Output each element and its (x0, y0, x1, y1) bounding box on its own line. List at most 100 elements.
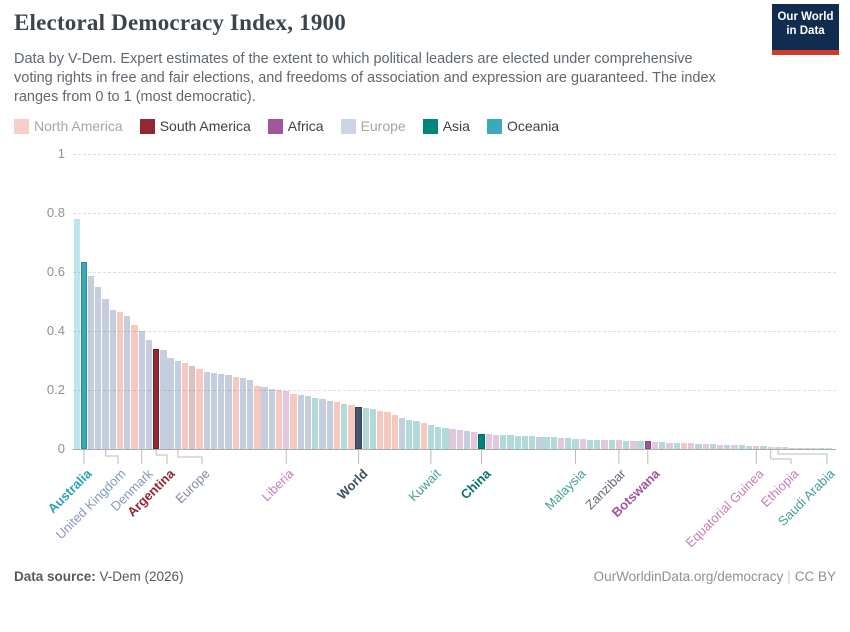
bar-argentina[interactable] (153, 348, 160, 449)
bar[interactable] (145, 339, 153, 449)
bar[interactable] (391, 415, 398, 449)
bar-equatorial-guinea[interactable] (753, 446, 760, 449)
bar[interactable] (406, 419, 413, 449)
bar[interactable] (333, 402, 341, 449)
bar[interactable] (225, 375, 232, 449)
bar[interactable] (319, 399, 326, 449)
bar[interactable] (782, 447, 789, 449)
bar[interactable] (95, 286, 102, 449)
bar[interactable] (716, 444, 724, 449)
bar-ethiopia[interactable] (767, 446, 774, 449)
bar[interactable] (789, 447, 796, 449)
bar-denmark[interactable] (138, 331, 145, 449)
bar[interactable] (362, 407, 369, 449)
bar[interactable] (247, 379, 254, 449)
bar[interactable] (87, 276, 95, 449)
bar[interactable] (131, 325, 138, 449)
bar[interactable] (608, 440, 615, 449)
bar[interactable] (745, 445, 753, 449)
bar[interactable] (326, 401, 333, 449)
bar-australia[interactable] (80, 262, 88, 449)
bar[interactable] (760, 446, 767, 449)
bar[interactable] (456, 429, 463, 449)
bar-world[interactable] (355, 406, 362, 449)
x-axis-label-malaysia[interactable]: Malaysia (541, 466, 589, 513)
bar-malaysia[interactable] (572, 438, 579, 449)
bar[interactable] (500, 435, 507, 449)
bar[interactable] (275, 390, 283, 449)
bar[interactable] (565, 438, 572, 449)
bar[interactable] (189, 366, 196, 449)
x-axis-label-saudi-arabia[interactable]: Saudi Arabia (774, 466, 838, 529)
x-axis-label-botswana[interactable]: Botswana (608, 466, 663, 521)
bar-saudi-arabia[interactable] (774, 446, 782, 449)
bar[interactable] (637, 441, 644, 449)
bar-united-kingdom[interactable] (102, 298, 109, 449)
bar[interactable] (239, 378, 247, 449)
bar[interactable] (196, 369, 203, 449)
bar[interactable] (181, 363, 189, 449)
bar[interactable] (167, 357, 174, 449)
bar[interactable] (557, 437, 565, 449)
bar[interactable] (203, 371, 210, 449)
bar[interactable] (731, 445, 738, 449)
bar[interactable] (377, 410, 384, 449)
bar[interactable] (651, 441, 659, 449)
bar[interactable] (659, 442, 666, 449)
legend-item-asia[interactable]: Asia (422, 118, 470, 134)
bar[interactable] (536, 436, 543, 449)
bar[interactable] (369, 408, 377, 449)
x-axis-label-ethiopia[interactable]: Ethiopia (757, 466, 802, 510)
bar[interactable] (304, 396, 312, 449)
bar[interactable] (485, 434, 492, 449)
legend-item-north-america[interactable]: North America (14, 118, 123, 134)
bar[interactable] (680, 443, 688, 449)
bar[interactable] (420, 423, 427, 449)
bar[interactable] (724, 444, 731, 449)
bar[interactable] (586, 439, 594, 449)
bar[interactable] (73, 218, 80, 449)
bar[interactable] (442, 428, 449, 449)
bar[interactable] (738, 445, 745, 449)
bar[interactable] (796, 447, 803, 449)
bar[interactable] (254, 385, 261, 449)
bar[interactable] (341, 403, 348, 449)
bar[interactable] (594, 439, 601, 449)
bar[interactable] (709, 444, 717, 449)
bar[interactable] (124, 316, 131, 449)
bar[interactable] (543, 437, 550, 449)
bar[interactable] (160, 350, 167, 449)
bar[interactable] (261, 387, 268, 449)
x-axis-label-zanzibar[interactable]: Zanzibar (582, 466, 629, 513)
bar[interactable] (601, 440, 608, 449)
bar[interactable] (435, 426, 442, 449)
bar[interactable] (688, 443, 695, 449)
legend-item-oceania[interactable]: Oceania (486, 118, 559, 134)
bar-kuwait[interactable] (427, 425, 435, 449)
bar[interactable] (528, 436, 536, 449)
bar[interactable] (116, 311, 124, 449)
owid-logo[interactable]: Our World in Data (772, 4, 839, 55)
bar[interactable] (521, 436, 529, 449)
legend-item-europe[interactable]: Europe (340, 118, 406, 134)
bar[interactable] (825, 448, 832, 449)
bar[interactable] (622, 440, 630, 449)
bar[interactable] (507, 435, 514, 449)
legend-item-africa[interactable]: Africa (267, 118, 324, 134)
bar[interactable] (810, 448, 818, 449)
bar[interactable] (348, 404, 355, 449)
bar[interactable] (210, 372, 218, 449)
bar[interactable] (218, 374, 225, 449)
bar[interactable] (492, 434, 500, 449)
legend-item-south-america[interactable]: South America (139, 118, 251, 134)
bar[interactable] (673, 442, 680, 449)
bar-china[interactable] (478, 433, 485, 449)
bar[interactable] (290, 393, 297, 449)
bar[interactable] (803, 447, 811, 449)
bar[interactable] (818, 448, 825, 449)
bar[interactable] (463, 430, 471, 449)
bar[interactable] (268, 388, 275, 449)
bar[interactable] (312, 398, 319, 449)
bar-zanzibar[interactable] (615, 440, 623, 449)
license-link[interactable]: CC BY (794, 569, 836, 584)
